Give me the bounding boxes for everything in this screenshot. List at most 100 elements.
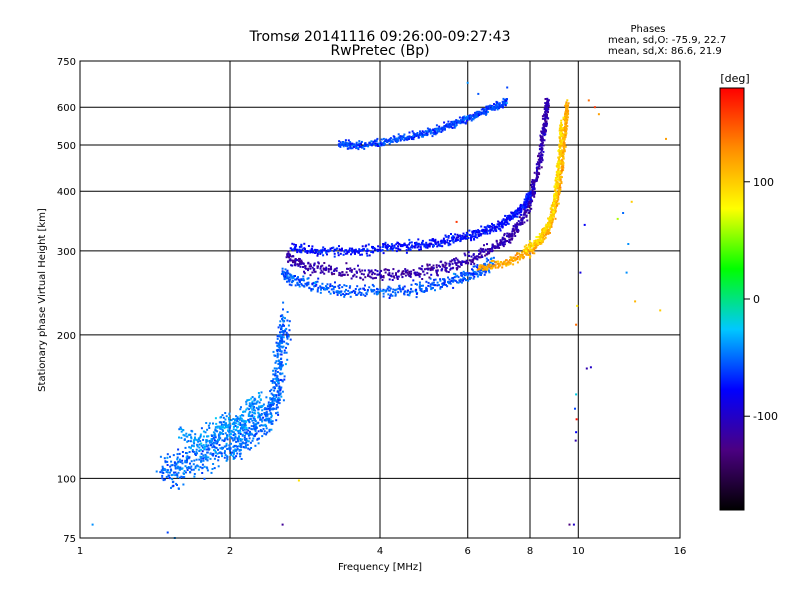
data-point [516, 212, 519, 215]
data-point [479, 264, 482, 267]
data-point [299, 281, 301, 283]
data-point [530, 250, 533, 253]
data-point [459, 280, 462, 283]
data-point [234, 448, 237, 451]
data-point [266, 414, 269, 417]
data-point [528, 210, 531, 213]
data-point [467, 251, 470, 254]
data-point [461, 121, 464, 124]
data-point [287, 333, 290, 336]
data-point [425, 267, 428, 270]
data-point [321, 282, 324, 285]
data-point [240, 406, 242, 409]
data-point [408, 248, 411, 250]
data-point [213, 445, 216, 448]
data-point [329, 247, 332, 250]
data-point [460, 279, 463, 281]
x-tick-label: 8 [527, 546, 533, 557]
data-point [188, 451, 191, 453]
data-point [240, 414, 243, 417]
data-point [527, 245, 530, 248]
data-point [239, 431, 242, 433]
data-point [305, 267, 308, 270]
data-point [554, 194, 556, 197]
data-point [475, 257, 478, 260]
data-point [227, 429, 229, 432]
data-point [541, 141, 544, 144]
data-point [198, 443, 201, 446]
data-point [423, 273, 426, 276]
data-point [480, 265, 483, 268]
data-point [186, 460, 188, 463]
data-point [296, 277, 299, 280]
data-point [630, 200, 633, 203]
data-point [393, 246, 396, 249]
data-point [282, 336, 285, 339]
data-point [546, 122, 548, 125]
data-point [225, 415, 228, 418]
data-point [211, 435, 213, 437]
data-point [358, 268, 361, 271]
data-point [384, 245, 387, 248]
data-point [507, 234, 510, 236]
data-point [223, 423, 226, 426]
data-point [217, 456, 220, 458]
data-point [478, 271, 481, 274]
data-point [213, 441, 216, 444]
data-point [355, 147, 358, 150]
data-point [533, 193, 536, 196]
data-point [271, 381, 274, 384]
data-point [507, 263, 510, 266]
data-point [282, 345, 285, 348]
data-point [478, 231, 481, 234]
data-point [490, 107, 493, 110]
data-point [491, 249, 494, 252]
data-point [472, 265, 475, 268]
data-point [557, 156, 560, 159]
data-point [485, 110, 488, 113]
data-point [189, 462, 191, 465]
data-point [196, 443, 199, 446]
data-point [556, 181, 559, 184]
data-point [275, 407, 278, 410]
data-point [473, 275, 476, 278]
data-point [345, 285, 348, 287]
data-point [294, 258, 297, 260]
data-point [259, 417, 262, 420]
data-point [513, 215, 516, 218]
data-point [182, 483, 185, 486]
data-point [298, 245, 301, 248]
data-point [231, 437, 233, 440]
data-point [254, 430, 257, 433]
data-point [454, 273, 457, 276]
data-point [236, 426, 239, 428]
data-point [276, 390, 279, 393]
data-point [176, 456, 179, 459]
data-point [411, 138, 413, 140]
data-point [498, 224, 501, 227]
data-point [296, 263, 299, 266]
data-point [524, 203, 527, 206]
data-point [281, 318, 284, 320]
data-point [494, 246, 497, 249]
data-point [477, 231, 479, 234]
data-point [415, 134, 418, 137]
data-point [281, 390, 284, 393]
data-point [370, 140, 373, 143]
data-point [161, 465, 164, 468]
data-point [560, 119, 563, 122]
data-point [455, 220, 458, 223]
data-point [375, 276, 377, 279]
data-point [286, 255, 289, 258]
data-point [260, 391, 263, 394]
data-point [249, 417, 252, 420]
data-point [560, 166, 563, 169]
data-point [256, 400, 259, 403]
data-point [394, 294, 397, 297]
data-point [186, 459, 188, 462]
data-point [366, 254, 369, 257]
data-point [248, 448, 251, 451]
data-point [329, 267, 332, 269]
data-point [244, 410, 247, 413]
data-point [453, 125, 456, 128]
